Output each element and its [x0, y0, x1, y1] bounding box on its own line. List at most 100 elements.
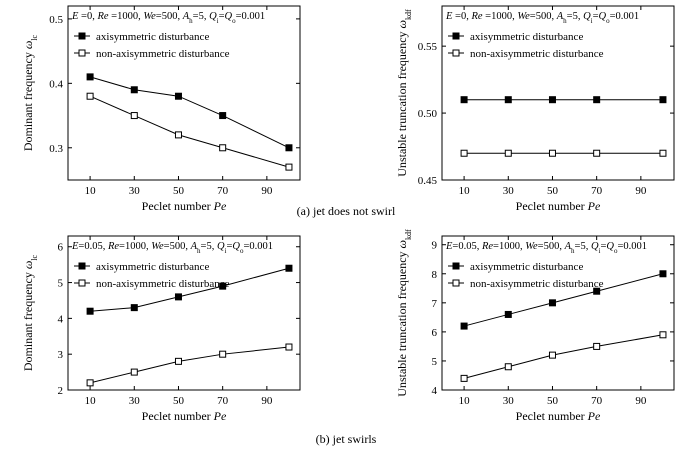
- data-point-non-axisymmetric: [548, 351, 556, 359]
- data-point-axisymmetric: [504, 96, 512, 104]
- data-point-non-axisymmetric: [285, 343, 293, 351]
- y-tick-label: 0.4: [49, 78, 63, 90]
- x-tick-label: 30: [129, 395, 141, 407]
- data-point-non-axisymmetric: [285, 163, 293, 171]
- x-tick-label: 10: [459, 395, 471, 407]
- x-tick-label: 50: [547, 395, 559, 407]
- x-tick-label: 70: [217, 395, 229, 407]
- x-tick-label: 50: [173, 185, 185, 197]
- condition-text: E=0.05, Re=1000, We=500, Ah=5, Qi=Qo=0.0…: [71, 241, 273, 255]
- chart-panel-a-right: 10 30 50 70 90 0.45 0.50 0.55 Peclet number Pe Un…: [395, 5, 675, 213]
- y-tick-label: 0.50: [418, 108, 438, 120]
- data-point-axisymmetric: [174, 92, 182, 100]
- x-tick-label: 50: [547, 185, 559, 197]
- y-tick-label: 5: [58, 278, 64, 290]
- legend-label: axisymmetric disturbance: [470, 31, 583, 43]
- plot-frame: [67, 235, 301, 391]
- chart-panel-a-left: 10 30 50 70 90 0.3 0.4 0.5 Peclet number Pe Domin…: [21, 5, 301, 213]
- data-point-non-axisymmetric: [659, 149, 667, 157]
- data-point-axisymmetric: [174, 293, 182, 301]
- data-point-axisymmetric: [130, 86, 138, 94]
- legend-label: axisymmetric disturbance: [96, 261, 209, 273]
- data-point-non-axisymmetric: [593, 342, 601, 350]
- data-point-axisymmetric: [130, 304, 138, 312]
- legend-label: axisymmetric disturbance: [470, 261, 583, 273]
- x-axis-label: Peclet number Pe: [516, 409, 601, 423]
- data-point-axisymmetric: [219, 282, 227, 290]
- data-point-axisymmetric: [460, 322, 468, 330]
- y-tick-label: 4: [432, 385, 438, 397]
- y-tick-label: 0.55: [418, 41, 438, 53]
- data-point-non-axisymmetric: [593, 149, 601, 157]
- y-axis-label: Unstable truncation frequency ωkdf: [395, 229, 413, 397]
- legend-label: non-axisymmetric disturbance: [470, 48, 604, 60]
- legend-marker: [78, 32, 86, 40]
- series-line-non-axisymmetric: [463, 334, 664, 379]
- y-tick-label: 6: [58, 242, 64, 254]
- plot-frame: [441, 235, 675, 391]
- y-tick-label: 4: [58, 313, 64, 325]
- y-tick-label: 2: [58, 385, 64, 397]
- plot-frame: [441, 5, 675, 181]
- data-point-axisymmetric: [593, 287, 601, 295]
- chart-panel-b-left: 10 30 50 70 90 2 3 4 5 6 Peclet number Pe Dominant …: [21, 235, 301, 423]
- condition-text: E =0, Re =1000, We=500, Ah=5, Qi=Qo=0.00…: [71, 11, 265, 25]
- x-tick-label: 30: [503, 185, 515, 197]
- legend-marker: [78, 279, 86, 287]
- legend-marker: [452, 49, 460, 57]
- legend-marker: [452, 279, 460, 287]
- caption-a: (a) jet does not swirl: [297, 204, 396, 218]
- x-tick-label: 10: [85, 185, 97, 197]
- data-point-non-axisymmetric: [504, 149, 512, 157]
- y-tick-label: 6: [432, 327, 438, 339]
- legend-label: non-axisymmetric disturbance: [96, 278, 230, 290]
- x-tick-label: 70: [591, 185, 603, 197]
- series-line-non-axisymmetric: [89, 95, 290, 168]
- data-point-non-axisymmetric: [174, 357, 182, 365]
- data-point-axisymmetric: [504, 310, 512, 318]
- data-point-axisymmetric: [86, 73, 94, 81]
- plot-frame: [67, 5, 301, 181]
- x-axis-label: Peclet number Pe: [142, 199, 227, 213]
- y-tick-label: 9: [432, 240, 438, 252]
- y-tick-label: 8: [432, 269, 438, 281]
- y-tick-label: 7: [432, 298, 438, 310]
- y-axis-label: Dominant frequency ωlc: [21, 34, 39, 151]
- y-tick-label: 0.3: [49, 143, 63, 155]
- data-point-non-axisymmetric: [460, 374, 468, 382]
- caption-b: (b) jet swirls: [316, 432, 377, 446]
- x-tick-label: 30: [129, 185, 141, 197]
- data-point-non-axisymmetric: [130, 368, 138, 376]
- legend-label: axisymmetric disturbance: [96, 31, 209, 43]
- y-tick-label: 0.5: [49, 14, 63, 26]
- data-point-axisymmetric: [659, 96, 667, 104]
- data-point-non-axisymmetric: [130, 112, 138, 120]
- data-point-non-axisymmetric: [548, 149, 556, 157]
- x-tick-label: 90: [635, 185, 647, 197]
- condition-text: E=0.05, Re=1000, We=500, Ah=5, Qi=Qo=0.0…: [445, 241, 647, 255]
- series-line-axisymmetric: [89, 76, 290, 149]
- x-tick-label: 10: [85, 395, 97, 407]
- y-tick-label: 5: [432, 356, 438, 368]
- data-point-axisymmetric: [548, 96, 556, 104]
- chart-panel-b-right: 10 30 50 70 90 4 5 6 7 8 9 Peclet number Pe Unstable…: [395, 229, 675, 423]
- series-line-non-axisymmetric: [89, 346, 290, 384]
- legend-marker: [78, 262, 86, 270]
- data-point-axisymmetric: [593, 96, 601, 104]
- legend-marker: [452, 32, 460, 40]
- x-axis-label: Peclet number Pe: [142, 409, 227, 423]
- data-point-axisymmetric: [285, 264, 293, 272]
- x-tick-label: 90: [635, 395, 647, 407]
- x-tick-label: 70: [591, 395, 603, 407]
- x-axis-label: Peclet number Pe: [516, 199, 601, 213]
- y-tick-label: 0.45: [418, 175, 438, 187]
- legend-label: non-axisymmetric disturbance: [470, 278, 604, 290]
- data-point-non-axisymmetric: [460, 149, 468, 157]
- x-tick-label: 30: [503, 395, 515, 407]
- legend-marker: [78, 49, 86, 57]
- x-tick-label: 90: [261, 395, 273, 407]
- data-point-axisymmetric: [285, 144, 293, 152]
- data-point-axisymmetric: [219, 112, 227, 120]
- data-point-non-axisymmetric: [504, 363, 512, 371]
